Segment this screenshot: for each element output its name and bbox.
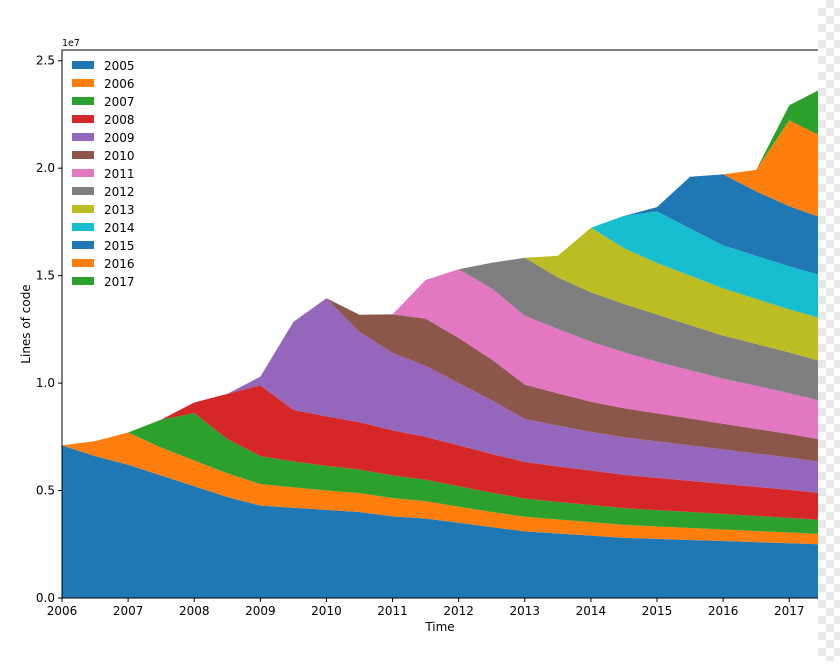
area-series-2010: [62, 298, 819, 462]
legend-swatch-2005: [72, 61, 94, 69]
x-tick-label-2006: 2006: [47, 604, 78, 618]
x-tick-label-2009: 2009: [245, 604, 276, 618]
legend-label-2008: 2008: [104, 113, 135, 127]
legend-label-2007: 2007: [104, 95, 135, 109]
areas-layer: [62, 89, 819, 598]
legend-label-2012: 2012: [104, 185, 135, 199]
legend-swatch-2007: [72, 97, 94, 105]
legend-swatch-2013: [72, 205, 94, 213]
legend-swatch-2014: [72, 223, 94, 231]
legend-swatch-2010: [72, 151, 94, 159]
y-axis-label: Lines of code: [19, 284, 33, 363]
legend-swatch-2012: [72, 187, 94, 195]
area-series-2005: [62, 445, 819, 598]
legend-swatch-2008: [72, 115, 94, 123]
legend-label-2017: 2017: [104, 275, 135, 289]
legend-label-2014: 2014: [104, 221, 135, 235]
legend-label-2006: 2006: [104, 77, 135, 91]
legend-swatch-2017: [72, 277, 94, 285]
area-series-2006: [62, 432, 819, 545]
area-series-2009: [62, 298, 819, 493]
y-tick-label-2.5: 2.5: [36, 54, 55, 68]
x-tick-label-2017: 2017: [774, 604, 805, 618]
y-tick-label-2.0: 2.0: [36, 161, 55, 175]
area-series-2011: [62, 269, 819, 446]
legend-label-2011: 2011: [104, 167, 135, 181]
y-offset-text: 1e7: [62, 38, 80, 49]
y-axis: 0.0 0.5 1.0 1.5 2.0 2.5: [36, 54, 62, 605]
area-series-2013: [62, 227, 819, 446]
area-series-2012: [62, 257, 819, 446]
y-tick-label-0.5: 0.5: [36, 484, 55, 498]
x-tick-label-2011: 2011: [377, 604, 408, 618]
x-axis: 2006 2007 2008 2009 2010 2011 2012 2013 2014 2015…: [47, 598, 805, 618]
legend-label-2005: 2005: [104, 59, 135, 73]
legend-swatch-2009: [72, 133, 94, 141]
legend-label-2010: 2010: [104, 149, 135, 163]
x-tick-label-2007: 2007: [113, 604, 144, 618]
area-series-2008: [62, 385, 819, 520]
legend-label-2015: 2015: [104, 239, 135, 253]
x-tick-label-2014: 2014: [576, 604, 607, 618]
legend-swatch-2011: [72, 169, 94, 177]
x-tick-label-2016: 2016: [708, 604, 739, 618]
x-tick-label-2008: 2008: [179, 604, 210, 618]
legend-label-2016: 2016: [104, 257, 135, 271]
area-series-2015: [62, 174, 819, 446]
area-series-2007: [62, 413, 819, 534]
legend-label-2009: 2009: [104, 131, 135, 145]
y-tick-label-0.0: 0.0: [36, 591, 55, 605]
transparent-background-strip: [818, 0, 840, 661]
y-tick-label-1.0: 1.0: [36, 376, 55, 390]
legend-swatch-2016: [72, 259, 94, 267]
y-tick-label-1.5: 1.5: [36, 269, 55, 283]
x-tick-label-2012: 2012: [443, 604, 474, 618]
legend: 2005 2006 2007 2008 2009 2010 2011 2012 2013 2014…: [72, 59, 135, 289]
x-tick-label-2010: 2010: [311, 604, 342, 618]
x-axis-label: Time: [424, 620, 454, 634]
x-tick-label-2013: 2013: [510, 604, 541, 618]
legend-swatch-2006: [72, 79, 94, 87]
x-tick-label-2015: 2015: [642, 604, 673, 618]
legend-label-2013: 2013: [104, 203, 135, 217]
legend-swatch-2015: [72, 241, 94, 249]
